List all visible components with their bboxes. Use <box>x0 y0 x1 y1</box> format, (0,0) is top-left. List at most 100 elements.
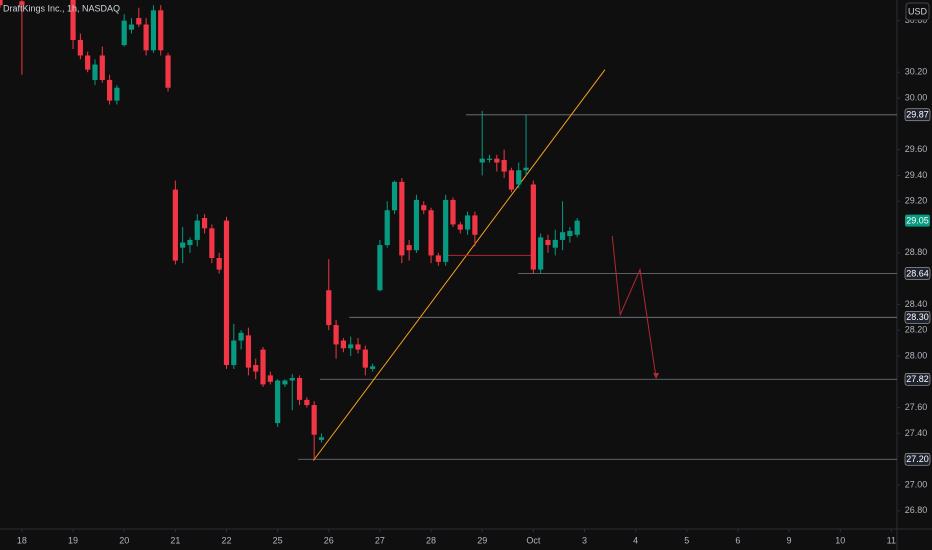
candle-body <box>443 199 449 262</box>
candle-body <box>99 55 105 80</box>
candle-body <box>304 399 310 406</box>
projection-path <box>611 236 657 379</box>
candle-body <box>464 215 471 230</box>
candle-body <box>479 158 485 163</box>
x-tick-label: 21 <box>170 535 180 545</box>
candle-body <box>121 20 127 46</box>
candle-body <box>545 239 551 246</box>
candle-body <box>253 365 259 372</box>
y-tick-label: 28.80 <box>905 247 928 257</box>
candle-body <box>348 344 354 349</box>
candle-body <box>223 220 230 366</box>
y-tick-label: 27.40 <box>905 428 928 438</box>
x-tick-label: 3 <box>582 535 587 545</box>
candle-body <box>275 380 281 424</box>
candle-body <box>77 39 83 56</box>
candle-body <box>231 340 237 366</box>
y-tick-label: 30.00 <box>905 92 928 102</box>
x-tick-label: 19 <box>68 535 78 545</box>
candle-body <box>85 55 91 70</box>
candle-body <box>450 199 456 225</box>
x-tick-label: 10 <box>835 535 845 545</box>
candle-body <box>70 0 76 40</box>
candle-body <box>472 215 478 235</box>
x-tick-label: 5 <box>684 535 689 545</box>
level-label-box <box>904 452 931 466</box>
candle-body <box>370 366 376 369</box>
x-tick-label: 20 <box>119 535 129 545</box>
y-tick-label: 29.20 <box>905 196 928 206</box>
x-tick-label: 18 <box>17 535 27 545</box>
candle-body <box>128 24 135 30</box>
level-label: 27.20 <box>906 454 929 464</box>
candle-body <box>114 87 120 101</box>
candle-body <box>574 220 580 235</box>
candle-body <box>165 55 171 88</box>
candle-body <box>538 237 544 270</box>
chart-title: DraftKings Inc., 1h, NASDAQ <box>3 3 120 13</box>
y-tick-label: 26.80 <box>905 505 928 515</box>
candle-body <box>391 181 398 211</box>
candle-body <box>143 24 149 51</box>
x-tick-label: 11 <box>887 535 896 545</box>
currency-label[interactable]: USD <box>908 6 928 16</box>
y-tick-label: 27.60 <box>905 402 928 412</box>
candle-body <box>158 10 164 51</box>
candle-body <box>501 159 507 172</box>
x-tick-label: 4 <box>633 535 638 545</box>
candle-body <box>435 255 441 262</box>
level-label-box <box>904 372 931 386</box>
currency-button[interactable] <box>905 2 930 21</box>
trend-line <box>313 69 606 461</box>
candle-body <box>413 199 420 251</box>
candle-body <box>486 158 493 160</box>
y-tick-label: 29.40 <box>905 170 928 180</box>
candle-body <box>428 210 434 256</box>
x-tick-label: 22 <box>221 535 231 545</box>
plot-area <box>0 0 897 461</box>
candle-body <box>216 257 222 270</box>
axes: 30.6030.2030.0029.6029.4029.2028.8028.40… <box>17 15 931 545</box>
y-tick-label: 28.00 <box>905 350 928 360</box>
y-tick-label: 28.40 <box>905 299 928 309</box>
candle-body <box>523 167 529 171</box>
candle-body <box>172 189 178 261</box>
y-tick-label: 30.20 <box>905 67 928 77</box>
candle-body <box>377 245 383 291</box>
candle-body <box>296 377 303 400</box>
last-price-box <box>905 214 930 227</box>
candle-body <box>516 170 522 185</box>
last-price-label: 29.05 <box>906 215 929 225</box>
y-tick-label: 28.20 <box>905 325 928 335</box>
x-tick-label: 28 <box>426 535 436 545</box>
candle-body <box>399 181 405 256</box>
x-tick-label: 26 <box>324 535 334 545</box>
candle-body <box>136 18 142 25</box>
candle-body <box>340 340 346 349</box>
candle-body <box>559 232 566 240</box>
candle-body <box>311 405 317 435</box>
candle-body <box>326 290 332 326</box>
candle-body <box>552 239 558 248</box>
candle-body <box>457 224 463 230</box>
candle-body <box>384 210 390 246</box>
candle-body <box>289 377 295 381</box>
candle-body <box>0 0 3 6</box>
candle-body <box>362 349 368 368</box>
x-tick-label: 25 <box>273 535 283 545</box>
candle-body <box>406 245 412 251</box>
candle-body <box>282 380 288 385</box>
candle-body <box>494 158 500 163</box>
y-tick-label: 29.60 <box>905 144 928 154</box>
candle-body <box>201 217 208 229</box>
candle-body <box>355 344 361 350</box>
level-label-box <box>904 108 931 122</box>
candle-body <box>260 349 266 385</box>
candle-body <box>318 437 325 440</box>
x-tick-label: 6 <box>735 535 740 545</box>
candle-body <box>92 64 98 80</box>
candle-body <box>530 184 536 270</box>
